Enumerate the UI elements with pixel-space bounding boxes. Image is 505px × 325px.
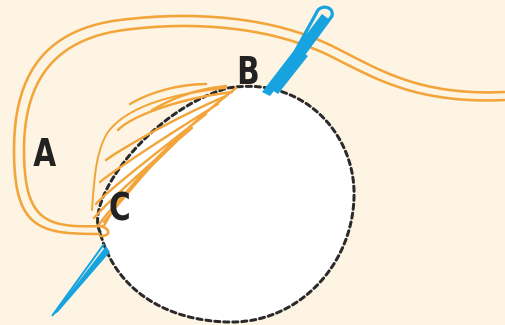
needle-eye-top: [293, 5, 334, 57]
needle-lower-tip: [52, 246, 110, 316]
stitch-3: [104, 94, 228, 162]
satin-stitches: [91, 82, 238, 228]
stitch-4: [98, 102, 220, 184]
thread-a-loop-outer: [12, 14, 505, 236]
fabric-shape-outline: [96, 84, 356, 324]
stitch-top: [128, 82, 208, 106]
label-b: B: [237, 49, 260, 94]
stitch-2: [116, 90, 234, 132]
label-c: C: [109, 185, 131, 230]
thread-a-end-cap: [99, 224, 110, 238]
needle-shaft: [262, 14, 330, 96]
needle-icon: [262, 5, 334, 96]
stitch-edge: [102, 86, 238, 228]
needle-body-highlight: [272, 52, 308, 94]
label-a: A: [33, 131, 56, 176]
stitch-9: [91, 87, 227, 211]
needle-lower-line: [51, 243, 105, 317]
thread-a-loop-inner: [22, 24, 505, 228]
stitch-1: [150, 84, 228, 112]
